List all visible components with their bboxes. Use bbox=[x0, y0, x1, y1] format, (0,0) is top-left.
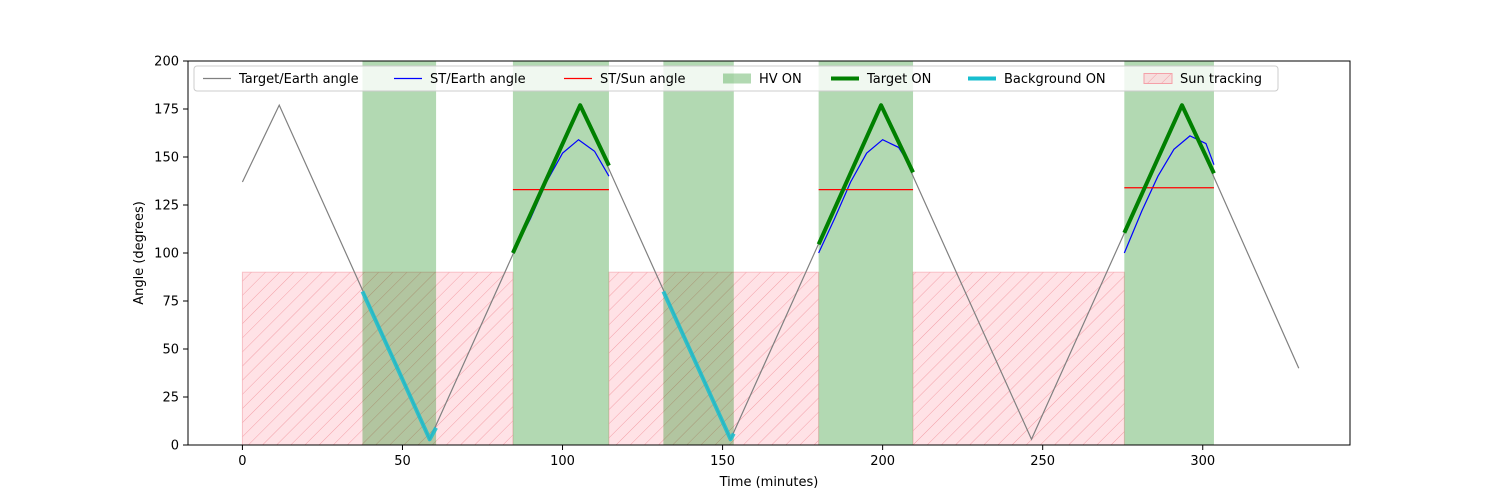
y-axis-label: Angle (degrees) bbox=[132, 201, 147, 305]
y-tick-label: 175 bbox=[154, 103, 179, 118]
sun-tracking-hatch-1 bbox=[608, 272, 819, 445]
sun-tracking-hatch-0 bbox=[242, 272, 513, 445]
legend-label-target_earth: Target/Earth angle bbox=[238, 72, 359, 87]
x-tick-label: 200 bbox=[870, 454, 895, 469]
legend-label-st_earth: ST/Earth angle bbox=[430, 72, 526, 87]
x-tick-label: 150 bbox=[710, 454, 735, 469]
x-tick-label: 250 bbox=[1030, 454, 1055, 469]
legend-handle-hv_on bbox=[723, 73, 751, 84]
sun-tracking-hatch-2 bbox=[913, 272, 1125, 445]
target_on-segment-0 bbox=[511, 103, 611, 254]
y-tick-label: 200 bbox=[154, 55, 179, 70]
y-tick-label: 75 bbox=[162, 295, 179, 310]
legend-label-target_on: Target ON bbox=[866, 72, 931, 87]
y-tick-label: 150 bbox=[154, 151, 179, 166]
y-tick-label: 25 bbox=[162, 391, 179, 406]
hv-on-span-2 bbox=[663, 61, 734, 445]
legend-label-background_on: Background ON bbox=[1004, 72, 1106, 87]
legend-item-st_sun: ST/Sun angle bbox=[564, 72, 686, 87]
legend-item-target_earth: Target/Earth angle bbox=[203, 72, 359, 87]
target_on-segment-1 bbox=[816, 103, 915, 246]
legend-item-hv_on: HV ON bbox=[723, 72, 802, 87]
target_on-segment-2 bbox=[1122, 103, 1216, 234]
st_earth-segment-1 bbox=[818, 139, 914, 254]
hv-on-span-1 bbox=[512, 61, 609, 445]
legend: Target/Earth angle ST/Earth angle ST/Sun a… bbox=[193, 65, 1279, 92]
hv-on-span-3 bbox=[818, 61, 914, 445]
x-tick-label: 50 bbox=[394, 454, 411, 469]
legend-item-background_on: Background ON bbox=[968, 72, 1106, 87]
y-tick-label: 125 bbox=[154, 199, 179, 214]
x-tick-label: 300 bbox=[1190, 454, 1215, 469]
background_on-segment-0 bbox=[360, 290, 438, 442]
legend-box bbox=[193, 65, 1279, 92]
legend-item-st_earth: ST/Earth angle bbox=[394, 72, 526, 87]
x-axis-label: Time (minutes) bbox=[719, 475, 819, 490]
y-tick-label: 100 bbox=[154, 247, 179, 262]
hv-on-span-0 bbox=[362, 61, 437, 445]
axes-layer: 0 50 100 150 200 250 300 0 25 50 75 100 125 150 175 200 bbox=[154, 55, 1215, 470]
legend-item-target_on: Target ON bbox=[831, 72, 931, 87]
st_earth-segment-2 bbox=[1123, 135, 1215, 254]
legend-label-sun_tracking: Sun tracking bbox=[1180, 72, 1262, 87]
x-tick-label: 100 bbox=[550, 454, 575, 469]
legend-label-st_sun: ST/Sun angle bbox=[600, 72, 686, 87]
x-tick-label: 0 bbox=[238, 454, 246, 469]
spans-layer bbox=[241, 61, 1214, 445]
lines-layer bbox=[241, 103, 1300, 442]
y-tick-label: 0 bbox=[171, 439, 179, 454]
legend-item-sun_tracking: Sun tracking bbox=[1143, 72, 1262, 87]
background_on-segment-1 bbox=[661, 290, 736, 442]
legend-label-hv_on: HV ON bbox=[759, 72, 802, 87]
hv-on-span-4 bbox=[1124, 61, 1214, 445]
legend-hatch-sun_tracking bbox=[1144, 73, 1172, 84]
y-tick-label: 50 bbox=[162, 343, 179, 358]
